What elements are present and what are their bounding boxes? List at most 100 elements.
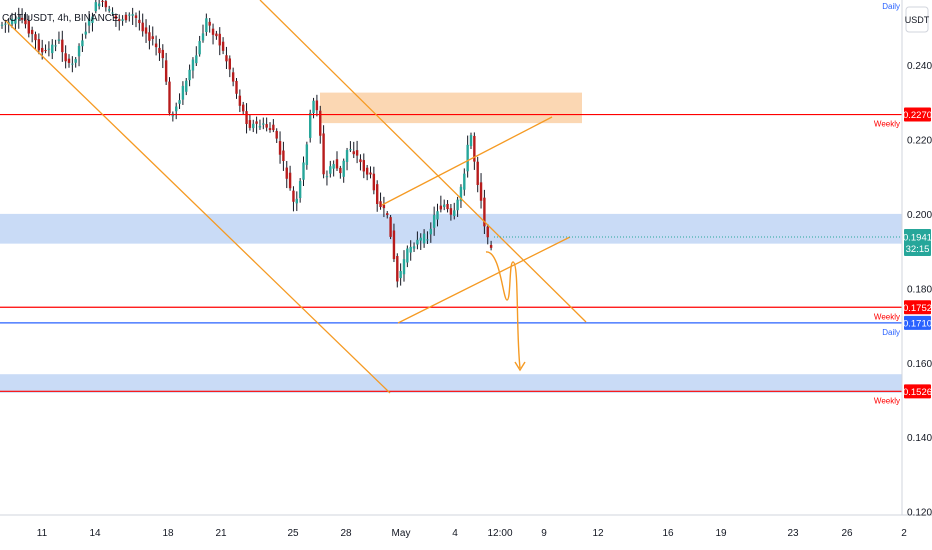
candle-body xyxy=(51,44,54,54)
candle-body xyxy=(309,112,312,138)
candle-body xyxy=(87,18,91,26)
top-daily-label: Daily xyxy=(882,2,900,11)
candle-body xyxy=(221,41,225,51)
current-price-text: 0.1941 xyxy=(903,232,932,243)
candle-body xyxy=(34,34,37,41)
x-tick-label: 18 xyxy=(162,528,174,539)
symbol-label: COTIUSDT, 4h, BINANCE xyxy=(2,13,119,24)
candle-body xyxy=(84,31,87,35)
candle-body xyxy=(54,45,57,47)
candle-body xyxy=(77,45,81,57)
candle-body xyxy=(419,237,422,241)
trendline-0 xyxy=(4,19,391,394)
candle-body xyxy=(325,176,329,178)
trendline-2 xyxy=(381,116,553,206)
candle-body xyxy=(483,197,486,227)
candle-body xyxy=(315,100,319,111)
candle-body xyxy=(459,186,463,202)
level-badge-text: 0.2270 xyxy=(903,110,932,121)
candle-body xyxy=(285,167,288,179)
candle-body xyxy=(409,246,412,253)
projection-path xyxy=(485,251,521,369)
candle-body xyxy=(101,0,104,2)
candle-body xyxy=(67,58,71,63)
level-badge-text: 0.1752 xyxy=(903,303,932,314)
candle-body xyxy=(231,72,235,82)
candle-body xyxy=(416,239,419,245)
candle-body xyxy=(426,239,429,241)
candle-body xyxy=(168,81,171,114)
candle-body xyxy=(201,33,205,41)
candle-body xyxy=(379,201,382,207)
candle-body xyxy=(252,123,255,129)
candle-body xyxy=(258,125,262,128)
candle-body xyxy=(305,144,309,165)
candle-body xyxy=(114,15,118,19)
candle-body xyxy=(30,29,34,35)
candle-body xyxy=(349,149,352,151)
candle-body xyxy=(74,59,77,63)
candle-body xyxy=(218,33,221,46)
candle-body xyxy=(443,204,446,207)
candle-body xyxy=(449,208,453,215)
level-badge-2 xyxy=(904,315,931,330)
price-badges: 0.2270Weekly0.1752Weekly0.1710Daily0.152… xyxy=(494,2,932,405)
candle-body xyxy=(144,27,148,34)
candle-body xyxy=(278,141,282,155)
candle-body xyxy=(372,173,376,191)
candle-body xyxy=(456,199,459,211)
candle-body xyxy=(295,198,298,204)
candle-body xyxy=(392,230,396,260)
candle-body xyxy=(365,167,369,175)
candle-body xyxy=(473,135,476,162)
candle-body xyxy=(138,19,141,24)
candle-body xyxy=(446,203,449,210)
candle-body xyxy=(158,47,161,54)
candle-body xyxy=(479,182,483,201)
level-timeframe-label: Weekly xyxy=(874,312,900,321)
candle-body xyxy=(185,80,188,92)
candle-body xyxy=(134,15,138,18)
candle-body xyxy=(463,173,466,190)
candle-body xyxy=(345,150,349,162)
levels-layer xyxy=(0,113,902,392)
time-axis[interactable]: 11 14 18 21 25 28 May 4 12:00 9 12 16 19 23 26 2 xyxy=(37,528,907,539)
candle-body xyxy=(242,104,245,112)
candle-body xyxy=(436,211,439,220)
candle-body xyxy=(245,111,248,125)
candle-body xyxy=(399,271,402,279)
candle-body xyxy=(111,12,114,14)
candles-layer xyxy=(0,0,493,288)
candle-body xyxy=(61,39,64,53)
candle-body xyxy=(20,17,24,20)
level-badge-3 xyxy=(904,384,931,399)
x-tick-label: 4 xyxy=(452,528,458,539)
candle-body xyxy=(262,123,265,125)
candle-body xyxy=(104,1,108,8)
candle-body xyxy=(64,53,67,62)
candle-body xyxy=(272,124,275,131)
candle-body xyxy=(412,246,416,249)
candle-body xyxy=(175,106,178,112)
candle-body xyxy=(429,228,432,235)
candle-body xyxy=(47,48,51,50)
candle-body xyxy=(71,63,74,65)
candle-body xyxy=(0,24,4,26)
candle-body xyxy=(288,172,292,189)
candle-body xyxy=(402,259,406,275)
level-badge-text: 0.1710 xyxy=(903,318,932,329)
x-tick-label: 19 xyxy=(715,528,727,539)
candle-body xyxy=(466,144,469,172)
candle-body xyxy=(148,32,151,41)
candle-body xyxy=(362,160,365,172)
candle-body xyxy=(322,133,325,175)
candle-body xyxy=(4,23,7,25)
candle-body xyxy=(41,47,44,53)
currency-button[interactable]: USDT xyxy=(905,6,930,33)
candle-body xyxy=(439,205,443,210)
candle-body xyxy=(121,19,124,21)
candle-body xyxy=(386,213,389,216)
